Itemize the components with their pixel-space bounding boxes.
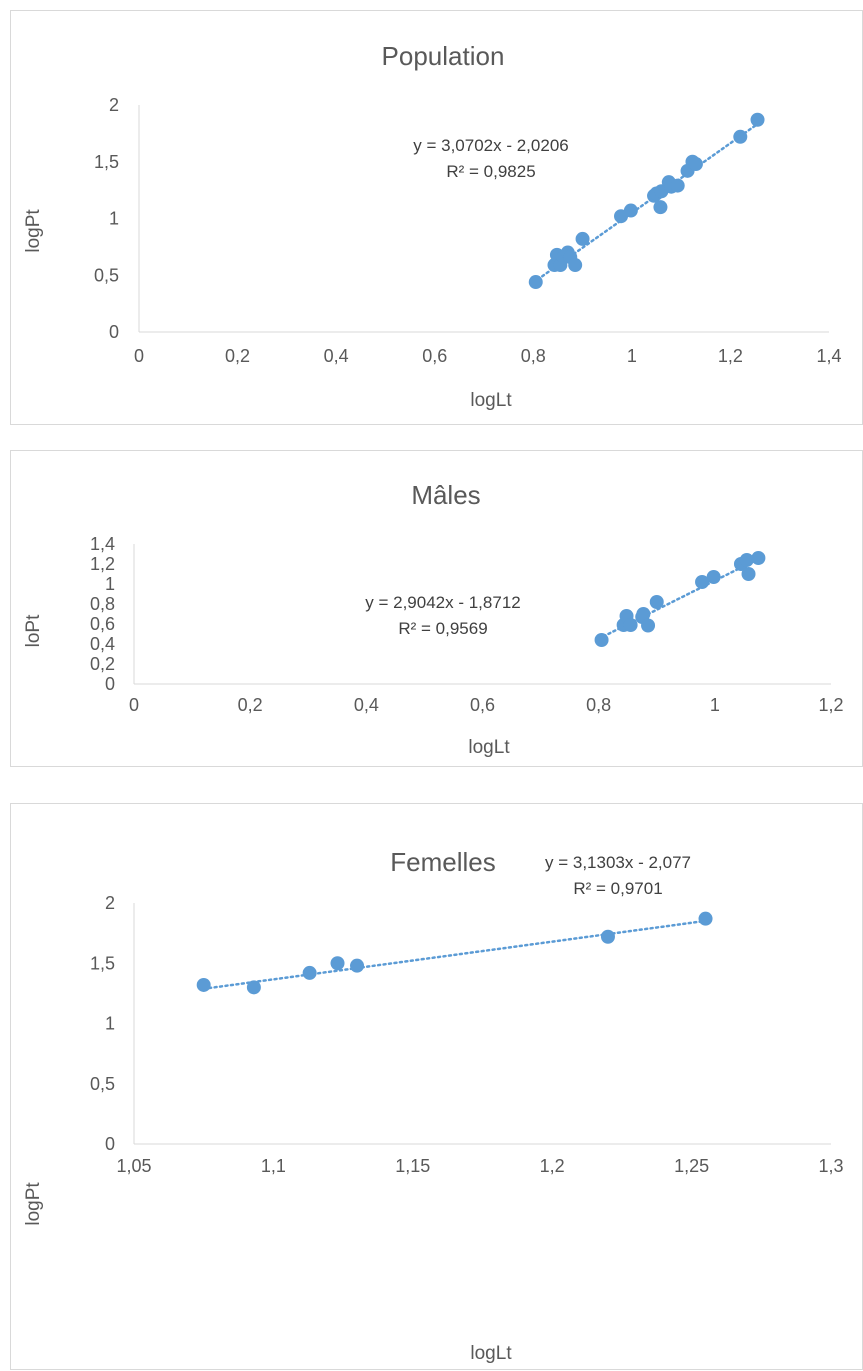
data-point [246, 980, 261, 995]
x-tick-label: 0,4 [354, 695, 379, 715]
data-point [670, 178, 685, 193]
trendline-equation: y = 3,1303x - 2,077 [545, 853, 691, 872]
y-tick-label: 1,5 [94, 152, 119, 172]
x-axis-label: logLt [470, 390, 512, 411]
x-tick-label: 1,2 [718, 346, 743, 366]
y-tick-label: 1,4 [90, 534, 115, 554]
x-tick-label: 1,2 [540, 1156, 565, 1176]
y-axis-label: logPt [23, 209, 44, 253]
data-point [741, 567, 756, 581]
x-axis-label: logLt [470, 1343, 512, 1364]
x-tick-label: 0 [134, 346, 144, 366]
chart-title: Femelles [390, 847, 495, 877]
females-chart: Femelles logLt logPt 1,05 1,1 1,15 1,2 1,25 1… [23, 847, 844, 1364]
x-tick-label: 0,2 [238, 695, 263, 715]
chart-title: Population [382, 41, 505, 71]
y-tick-label: 1 [109, 209, 119, 229]
trendline-equation: y = 2,9042x - 1,8712 [365, 593, 520, 612]
data-point [623, 203, 638, 218]
data-point [695, 575, 710, 589]
x-tick-label: 0,8 [521, 346, 546, 366]
trendline [202, 919, 707, 991]
data-point [641, 618, 656, 633]
data-point [688, 157, 703, 172]
data-point [302, 965, 317, 980]
y-tick-label: 0,5 [94, 265, 119, 285]
y-tick-label: 0,2 [90, 654, 115, 674]
x-tick-label: 0,4 [324, 346, 349, 366]
chart-title: Mâles [411, 480, 480, 510]
data-point [739, 553, 754, 567]
y-axis-label: logPt [23, 1182, 44, 1226]
x-tick-label: 1,3 [818, 1156, 843, 1176]
data-point [623, 618, 638, 632]
y-tick-label: 2 [105, 893, 115, 913]
data-point [330, 956, 345, 971]
x-tick-label: 1,25 [674, 1156, 709, 1176]
x-tick-label: 1 [710, 695, 720, 715]
y-tick-label: 0 [109, 322, 119, 342]
y-tick-label: 1,5 [90, 953, 115, 973]
x-tick-label: 0 [129, 695, 139, 715]
chart-panel-females: Femelles logLt logPt 1,05 1,1 1,15 1,2 1,25 1… [10, 803, 863, 1370]
x-tick-label: 0,6 [422, 346, 447, 366]
males-chart: Mâles logLt loPt 0 0,2 0,4 0,6 0,8 1 1,200,20,… [23, 480, 844, 758]
y-tick-label: 0,6 [90, 614, 115, 634]
y-tick-label: 0,8 [90, 594, 115, 614]
x-tick-label: 1,1 [261, 1156, 286, 1176]
x-tick-label: 1,05 [116, 1156, 151, 1176]
chart-panel-males: Mâles logLt loPt 0 0,2 0,4 0,6 0,8 1 1,2 0 0,2 0,… [10, 450, 863, 767]
data-point [600, 929, 615, 944]
data-point [653, 200, 668, 215]
population-chart: Population logLt logPt 0 0,2 0,4 0,6 0,8 1 1,2… [23, 41, 842, 411]
x-tick-label: 0,6 [470, 695, 495, 715]
x-tick-label: 1,2 [818, 695, 843, 715]
y-tick-label: 0 [105, 1134, 115, 1154]
x-tick-label: 1,4 [816, 346, 841, 366]
data-point [706, 570, 721, 584]
y-tick-label: 0 [105, 674, 115, 694]
x-tick-label: 1,15 [395, 1156, 430, 1176]
r-squared-label: R² = 0,9701 [573, 879, 662, 898]
data-point [698, 911, 713, 926]
r-squared-label: R² = 0,9569 [398, 619, 487, 638]
data-point [528, 275, 543, 290]
data-point [568, 258, 583, 273]
y-tick-label: 1,2 [90, 554, 115, 574]
y-tick-label: 0,5 [90, 1074, 115, 1094]
data-point [350, 958, 365, 973]
y-tick-label: 2 [109, 95, 119, 115]
y-tick-label: 1 [105, 574, 115, 594]
data-point [751, 551, 766, 565]
data-point [636, 607, 651, 621]
data-point [649, 595, 664, 609]
data-point [196, 977, 211, 992]
chart-panel-population: Population logLt logPt 0 0,2 0,4 0,6 0,8 1 1,2… [10, 10, 863, 425]
x-tick-label: 0,8 [586, 695, 611, 715]
x-tick-label: 0,2 [225, 346, 250, 366]
data-point [750, 112, 765, 127]
data-point [733, 129, 748, 144]
y-tick-label: 0,4 [90, 634, 115, 654]
x-tick-label: 1 [627, 346, 637, 366]
trendline-equation: y = 3,0702x - 2,0206 [413, 136, 568, 155]
y-tick-label: 1 [105, 1014, 115, 1034]
data-point [594, 633, 609, 647]
data-point [575, 231, 590, 246]
y-axis-label: loPt [23, 614, 44, 647]
x-axis-label: logLt [468, 737, 510, 758]
r-squared-label: R² = 0,9825 [446, 162, 535, 181]
